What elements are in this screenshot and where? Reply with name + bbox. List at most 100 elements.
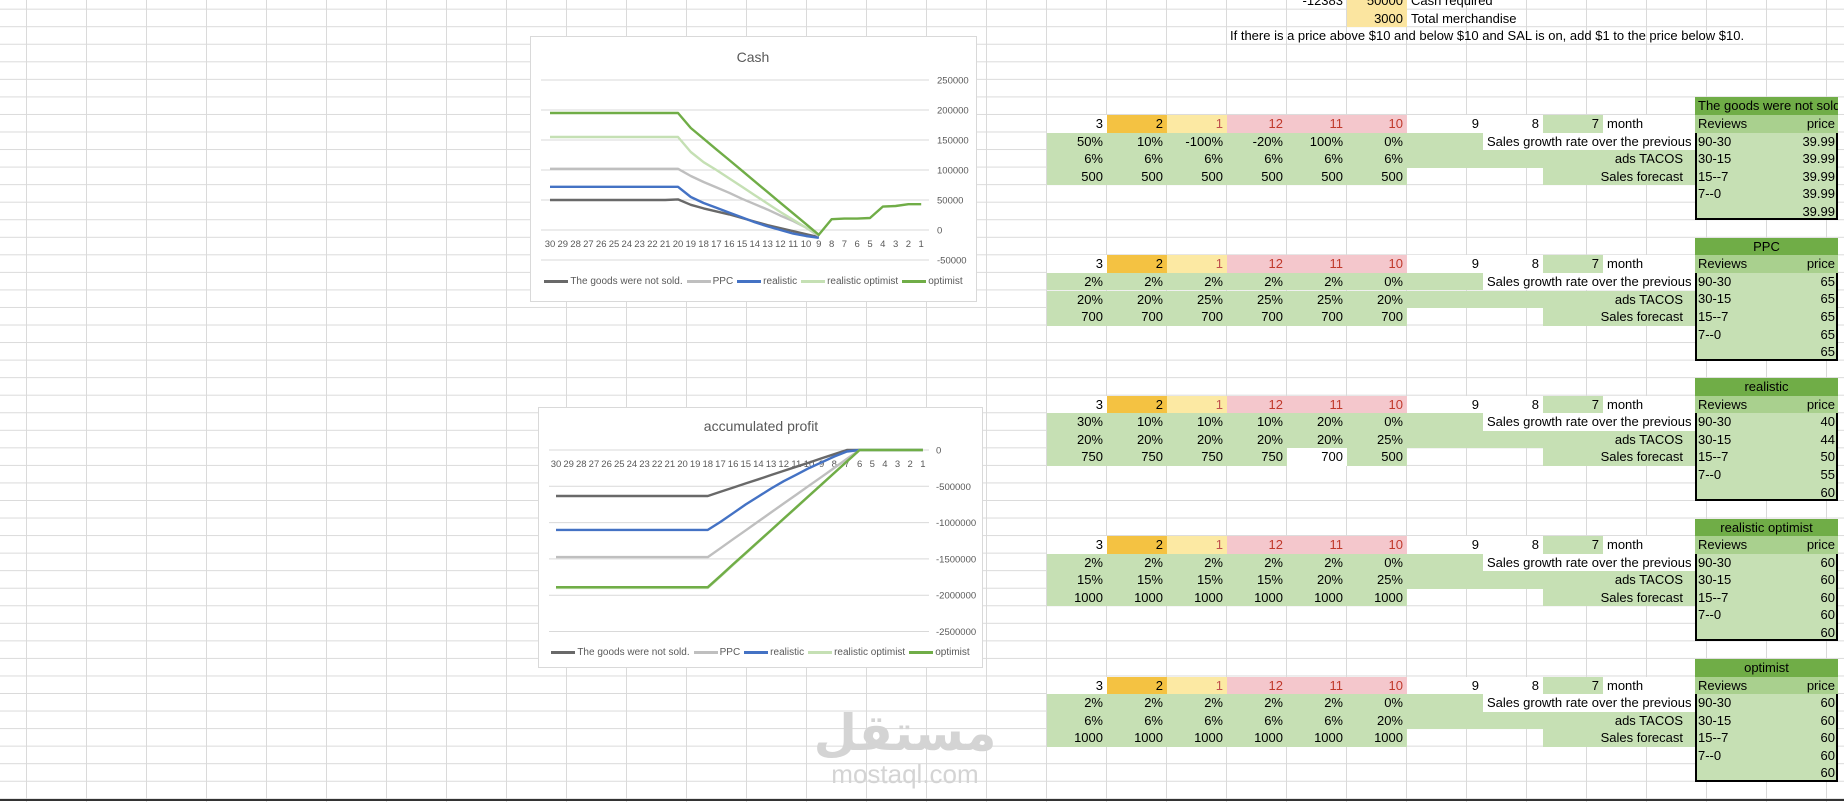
ads-tacos-cell[interactable]: 20% (1347, 711, 1407, 730)
sales-forecast-cell[interactable]: 700 (1227, 308, 1287, 326)
series-line-optimist[interactable] (556, 448, 923, 589)
sales-growth-cell[interactable]: 10% (1167, 413, 1227, 431)
month-header-cell[interactable]: 3 (1047, 676, 1107, 695)
month-header-cell[interactable]: 10 (1347, 115, 1407, 133)
price-header[interactable]: price (1767, 676, 1838, 695)
sales-growth-cell[interactable]: 2% (1287, 272, 1347, 291)
ads-tacos-cell[interactable]: 25% (1167, 290, 1227, 309)
sales-growth-cell[interactable]: 2% (1227, 272, 1287, 291)
empty-cell[interactable] (1407, 553, 1483, 572)
ads-tacos-cell[interactable]: 20% (1287, 571, 1347, 589)
price-cell[interactable]: 60 (1820, 695, 1835, 711)
price-cell[interactable]: 60 (1820, 730, 1835, 746)
price-cell[interactable]: 60 (1820, 624, 1835, 640)
ads-tacos-cell[interactable]: 20% (1047, 430, 1107, 449)
month-header-cell[interactable]: 11 (1287, 676, 1347, 695)
sales-growth-cell[interactable]: -20% (1227, 132, 1287, 151)
legend-item[interactable]: The goods were not sold. (544, 276, 683, 287)
legend-item[interactable]: realistic (744, 647, 804, 658)
series-line-realistic-optimist[interactable] (550, 135, 820, 236)
ads-tacos-cell[interactable]: 6% (1227, 711, 1287, 730)
month-header-cell[interactable]: 12 (1227, 115, 1287, 133)
ads-tacos-cell[interactable]: 25% (1347, 430, 1407, 449)
series-line-the-goods-were-not-sold[interactable] (556, 448, 923, 498)
ads-tacos-cell[interactable]: 6% (1047, 150, 1107, 168)
legend-item[interactable]: realistic optimist (808, 647, 905, 658)
series-line-the-goods-were-not-sold[interactable] (550, 198, 820, 239)
series-line-realistic-optimist[interactable] (556, 448, 923, 590)
sales-growth-cell[interactable]: 2% (1287, 553, 1347, 572)
legend-item[interactable]: PPC (686, 276, 733, 287)
sales-growth-cell[interactable]: 2% (1227, 553, 1287, 572)
price-cell[interactable]: 65 (1820, 291, 1835, 307)
reviews-header[interactable]: Reviews (1695, 255, 1767, 273)
sales-growth-cell[interactable]: 100% (1287, 132, 1347, 151)
month-header-cell[interactable]: 8 (1483, 395, 1543, 414)
ads-tacos-cell[interactable]: 6% (1047, 711, 1107, 730)
reviews-range-cell[interactable]: 15--7 (1698, 309, 1729, 325)
reviews-header[interactable]: Reviews (1695, 114, 1767, 133)
ads-tacos-cell[interactable]: 6% (1167, 150, 1227, 168)
legend-item[interactable]: optimist (909, 647, 970, 658)
scenario-title[interactable]: realistic (1695, 378, 1838, 396)
price-cell[interactable]: 39.99 (1802, 203, 1835, 219)
month-header-cell[interactable]: 11 (1287, 115, 1347, 133)
sales-forecast-cell[interactable]: 1000 (1347, 588, 1407, 607)
sales-forecast-cell[interactable]: 1000 (1167, 729, 1227, 747)
price-cell[interactable]: 60 (1820, 747, 1835, 763)
legend-item[interactable]: realistic optimist (801, 276, 898, 287)
sales-forecast-cell[interactable]: 500 (1227, 167, 1287, 186)
ads-tacos-cell[interactable]: 6% (1287, 150, 1347, 168)
reviews-header[interactable]: Reviews (1695, 536, 1767, 554)
sales-growth-cell[interactable]: 2% (1047, 694, 1107, 712)
sales-growth-cell[interactable]: 2% (1287, 694, 1347, 712)
month-header-cell[interactable]: 3 (1047, 395, 1107, 414)
price-header[interactable]: price (1767, 395, 1838, 414)
month-header-cell[interactable]: 8 (1483, 676, 1543, 695)
legend-item[interactable]: optimist (902, 276, 963, 287)
sales-forecast-cell[interactable]: 500 (1167, 167, 1227, 186)
month-header-cell[interactable]: 9 (1407, 255, 1483, 273)
sales-growth-cell[interactable]: 2% (1167, 553, 1227, 572)
ads-tacos-cell[interactable]: 20% (1167, 430, 1227, 449)
sales-growth-cell[interactable]: 2% (1107, 272, 1167, 291)
price-header[interactable]: price (1767, 255, 1838, 273)
sales-forecast-cell[interactable]: 1000 (1227, 588, 1287, 607)
sales-growth-cell[interactable]: 30% (1047, 413, 1107, 431)
month-header-cell[interactable]: 1 (1167, 536, 1227, 554)
sales-forecast-cell[interactable]: 700 (1287, 308, 1347, 326)
price-cell[interactable]: 60 (1820, 484, 1835, 500)
reviews-range-cell[interactable]: 15--7 (1698, 589, 1729, 605)
reviews-header[interactable]: Reviews (1695, 395, 1767, 414)
ads-tacos-cell[interactable]: 25% (1227, 290, 1287, 309)
price-cell[interactable]: 65 (1820, 326, 1835, 342)
price-cell[interactable]: 39.99 (1802, 151, 1835, 167)
month-header-cell[interactable]: 1 (1167, 115, 1227, 133)
month-header-cell[interactable]: 11 (1287, 536, 1347, 554)
sales-growth-cell[interactable]: 2% (1167, 272, 1227, 291)
reviews-range-cell[interactable] (1695, 764, 1767, 782)
month-header-cell[interactable]: 12 (1227, 255, 1287, 273)
accumulated-profit-chart[interactable]: accumulated profit 0 -500000 -1000000 -15000… (538, 407, 983, 668)
ads-tacos-cell[interactable]: 6% (1227, 150, 1287, 168)
month-header-cell[interactable]: 10 (1347, 255, 1407, 273)
ads-tacos-cell[interactable]: 15% (1167, 571, 1227, 589)
ads-tacos-cell[interactable]: 15% (1047, 571, 1107, 589)
legend-item[interactable]: The goods were not sold. (551, 647, 690, 658)
month-header-cell[interactable]: 10 (1347, 536, 1407, 554)
sales-forecast-cell[interactable]: 750 (1167, 448, 1227, 466)
sales-growth-cell[interactable]: 0% (1347, 694, 1407, 712)
month-header-cell[interactable]: 11 (1287, 255, 1347, 273)
month-header-cell[interactable]: 9 (1407, 115, 1483, 133)
reviews-range-cell[interactable]: 15--7 (1698, 730, 1729, 746)
scenario-title[interactable]: optimist (1695, 659, 1838, 677)
price-header[interactable]: price (1767, 536, 1838, 554)
ads-tacos-cell[interactable]: 15% (1107, 571, 1167, 589)
sales-growth-cell[interactable]: 2% (1107, 694, 1167, 712)
month-header-cell[interactable]: 1 (1167, 395, 1227, 414)
price-cell[interactable]: 65 (1820, 309, 1835, 325)
reviews-range-cell[interactable]: 7--0 (1698, 607, 1722, 623)
sales-growth-cell[interactable]: 2% (1107, 553, 1167, 572)
total-merchandise-value[interactable]: 3000 (1347, 9, 1407, 28)
